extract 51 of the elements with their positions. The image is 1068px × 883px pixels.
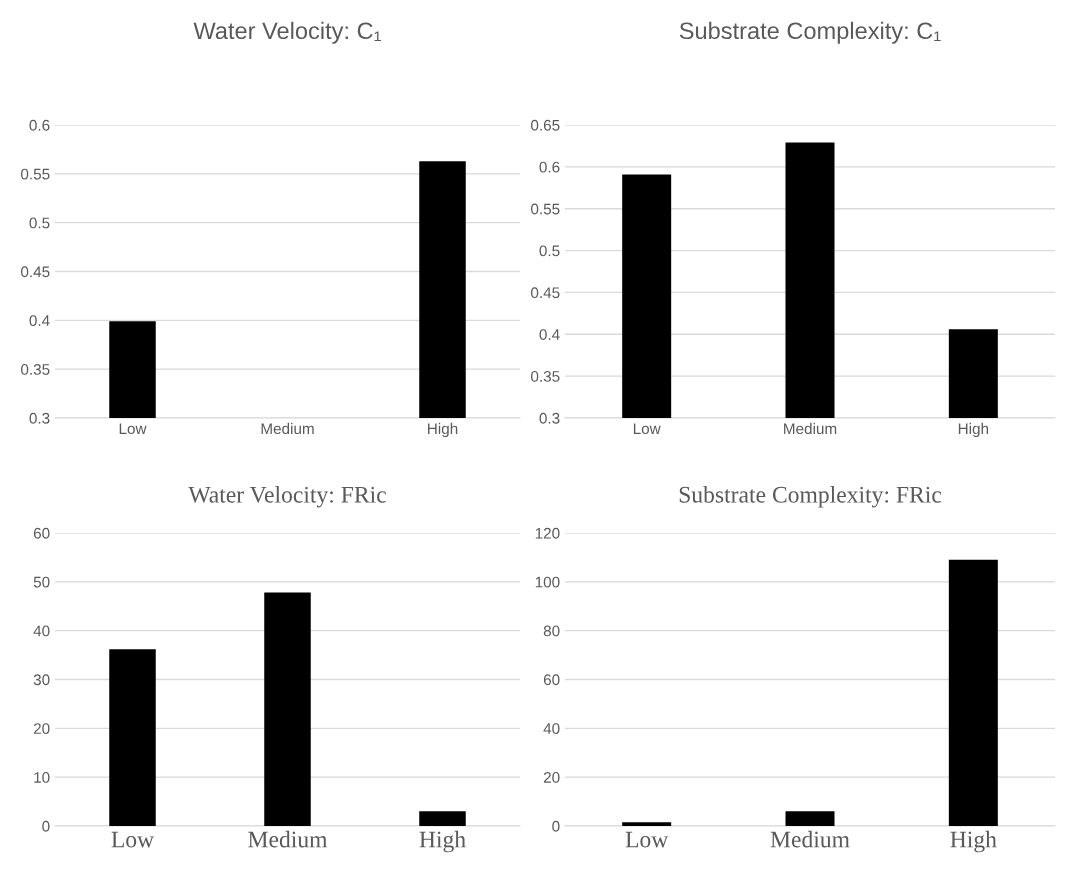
x-tick-label: High	[419, 830, 466, 853]
chart-title: Substrate Complexity: FRic	[679, 486, 942, 508]
y-tick-label: 0.4	[539, 329, 560, 340]
x-tick-label: Medium	[261, 422, 314, 435]
y-tick-label: 20	[543, 772, 560, 783]
chart-title: Water Velocity: C₁	[193, 21, 381, 44]
y-tick-label: 0.6	[29, 119, 50, 131]
x-tick-label: High	[958, 422, 989, 438]
y-tick-label: 60	[33, 527, 50, 539]
x-tick-label: High	[950, 830, 997, 853]
x-tick-label: Medium	[784, 422, 837, 435]
y-tick-label: 20	[33, 723, 50, 735]
y-tick-label: 100	[535, 576, 560, 588]
y-tick-label: 0.4	[29, 315, 50, 327]
y-tick-label: 0.6	[539, 161, 560, 173]
y-tick-label: 0.45	[21, 266, 50, 278]
bar	[419, 811, 466, 826]
y-tick-label: 80	[543, 625, 560, 637]
x-tick-label: Medium	[248, 830, 328, 848]
y-tick-label: 0.3	[29, 412, 50, 424]
y-tick-label: 0.45	[531, 287, 560, 299]
y-tick-label: 0.55	[21, 168, 50, 180]
y-tick-label: 0.65	[531, 119, 560, 131]
x-tick-label: Low	[625, 831, 669, 848]
y-tick-label: 0.3	[539, 412, 560, 424]
bar	[785, 811, 835, 826]
y-tick-label: 0	[42, 820, 50, 832]
y-tick-label: 0.55	[531, 203, 560, 215]
x-tick-label: Low	[119, 423, 147, 435]
chart-title: Substrate Complexity: C₁	[679, 21, 941, 44]
bar	[948, 559, 998, 826]
chart-title: Water Velocity: FRic	[188, 486, 386, 508]
y-tick-label: 40	[33, 625, 50, 637]
y-tick-label: 40	[543, 723, 560, 735]
y-tick-label: 0.35	[531, 371, 560, 382]
x-tick-label: Low	[111, 831, 155, 848]
y-tick-label: 0.5	[29, 217, 50, 229]
bar	[109, 649, 156, 826]
y-tick-label: 10	[34, 772, 50, 783]
y-tick-label: 0.5	[539, 245, 560, 257]
y-tick-label: 50	[33, 576, 50, 588]
bar	[622, 822, 672, 826]
bar	[264, 592, 311, 826]
y-tick-label: 120	[535, 527, 560, 539]
x-tick-label: Low	[633, 423, 661, 435]
y-tick-label: 30	[33, 674, 50, 686]
y-tick-label: 0.35	[21, 364, 50, 375]
y-tick-label: 60	[543, 674, 560, 686]
x-tick-label: Medium	[770, 830, 850, 848]
x-tick-label: High	[428, 422, 458, 438]
y-tick-label: 0	[552, 820, 560, 832]
